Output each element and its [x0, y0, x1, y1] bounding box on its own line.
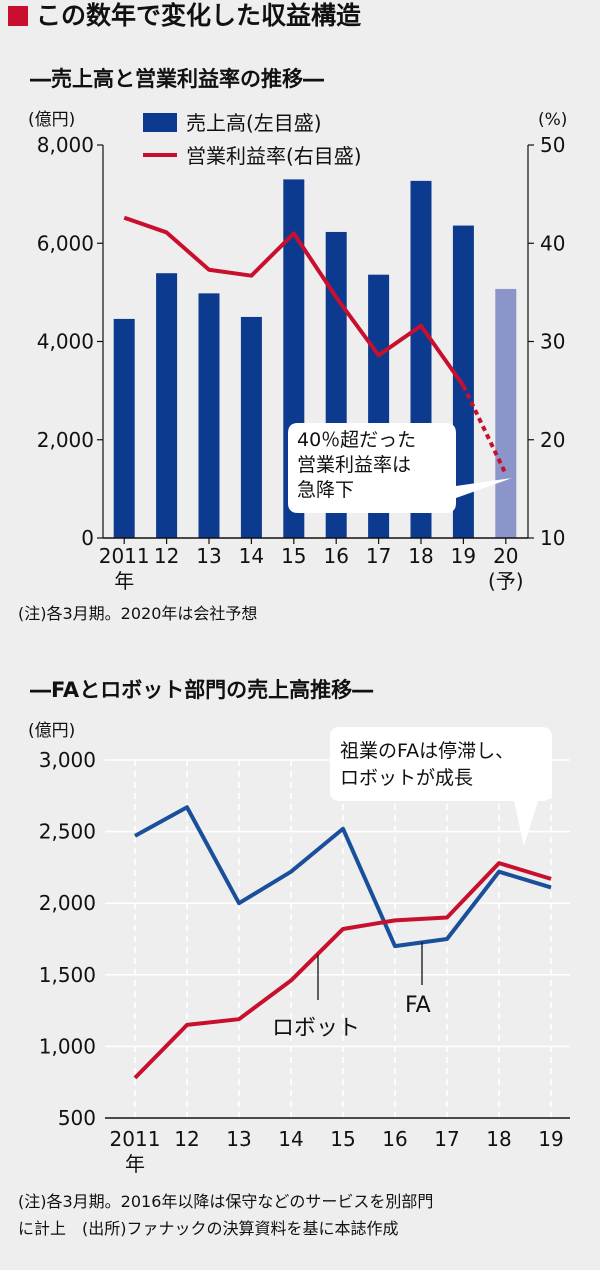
x-tick-label: 18 — [486, 1127, 511, 1151]
x-tick-label: 18 — [408, 544, 433, 568]
x-year-suffix: 年 — [114, 569, 134, 593]
margin-line-forecast — [461, 384, 508, 476]
callout-line-2: ロボットが成長 — [340, 767, 473, 789]
title-marker — [8, 6, 28, 26]
robot-line — [133, 861, 552, 1080]
legend-bar-swatch — [143, 113, 177, 132]
fa-series-label: FA — [405, 993, 431, 1018]
right-tick-label: 40 — [540, 231, 565, 255]
chart1-note: (注)各3月期。2020年は会社予想 — [18, 604, 257, 623]
right-tick-label: 30 — [540, 330, 565, 354]
chart2-callout: 祖業のFAは停滞し、 ロボットが成長 — [330, 727, 552, 846]
sales-bar — [240, 316, 262, 538]
x-tick-label: 19 — [451, 544, 476, 568]
x-tick-label: 17 — [366, 544, 391, 568]
y-tick-label: 1,000 — [39, 1034, 96, 1058]
callout-line-3: 急降下 — [297, 479, 354, 501]
fa-line — [134, 805, 552, 949]
chart1-right-unit: (%) — [538, 110, 567, 130]
margin-line — [123, 215, 466, 387]
callout-bubble — [288, 423, 512, 513]
y-tick-label: 2,500 — [39, 820, 96, 844]
chart2-note-line-1: (注)各3月期。2016年以降は保守などのサービスを別部門 — [18, 1192, 433, 1211]
callout-line-2: 営業利益率は — [297, 454, 411, 476]
sales-bar — [113, 318, 135, 538]
x-tick-label: 2011 — [99, 544, 150, 568]
x-tick-label: 15 — [330, 1127, 355, 1151]
x-forecast-suffix: (予) — [488, 569, 524, 593]
chart1-callout: 40％超だった 営業利益率は 急降下 — [288, 423, 512, 513]
x-tick-label: 12 — [174, 1127, 199, 1151]
x-tick-label: 16 — [382, 1127, 407, 1151]
page-title: この数年で変化した収益構造 — [36, 1, 361, 30]
sales-bar — [156, 273, 178, 538]
y-tick-label: 500 — [58, 1106, 96, 1130]
x-year-suffix: 年 — [125, 1152, 145, 1176]
right-tick-label: 10 — [540, 526, 565, 550]
x-tick-label: 19 — [538, 1127, 563, 1151]
x-tick-label: 16 — [323, 544, 348, 568]
x-tick-label: 20 — [493, 544, 518, 568]
x-tick-label: 17 — [434, 1127, 459, 1151]
left-tick-label: 2,000 — [37, 428, 94, 452]
legend-line-label: 営業利益率(右目盛) — [186, 144, 362, 168]
x-tick-label: 12 — [154, 544, 179, 568]
y-tick-label: 2,000 — [39, 891, 96, 915]
sales-bar-forecast — [495, 288, 517, 538]
callout-line-1: 祖業のFAは停滞し、 — [340, 740, 514, 762]
chart1-title: ―売上高と営業利益率の推移― — [30, 67, 324, 91]
left-tick-label: 0 — [81, 526, 94, 550]
callout-bubble — [330, 727, 552, 846]
chart2-unit: (億円) — [28, 721, 75, 741]
x-tick-label: 14 — [239, 544, 264, 568]
sales-bar — [452, 225, 474, 538]
left-tick-label: 4,000 — [37, 330, 94, 354]
y-tick-label: 1,500 — [39, 963, 96, 987]
left-tick-label: 6,000 — [37, 231, 94, 255]
right-tick-label: 20 — [540, 428, 565, 452]
chart1-left-unit: (億円) — [28, 110, 75, 130]
sales-bar — [198, 293, 220, 538]
y-tick-label: 3,000 — [39, 748, 96, 772]
chart2-title: ―FAとロボット部門の売上高推移― — [30, 678, 373, 702]
callout-line-1: 40％超だった — [297, 429, 416, 451]
robot-series-label: ロボット — [272, 1016, 360, 1041]
chart-fa-robot: ―FAとロボット部門の売上高推移― (億円) 500 1,000 1,500 2,00… — [18, 678, 570, 1238]
x-tick-label: 13 — [226, 1127, 251, 1151]
x-tick-label: 15 — [281, 544, 306, 568]
x-tick-label: 2011 — [110, 1127, 161, 1151]
legend-bar-label: 売上高(左目盛) — [186, 111, 322, 135]
chart2-note-line-2: に計上 (出所)ファナックの決算資料を基に本誌作成 — [18, 1219, 399, 1238]
chart-sales-margin: ―売上高と営業利益率の推移― (億円) (%) 売上高(左目盛) 営業利益率(右… — [18, 67, 567, 623]
x-tick-label: 14 — [278, 1127, 303, 1151]
left-tick-label: 8,000 — [37, 133, 94, 157]
right-tick-label: 50 — [540, 133, 565, 157]
x-tick-label: 13 — [196, 544, 221, 568]
